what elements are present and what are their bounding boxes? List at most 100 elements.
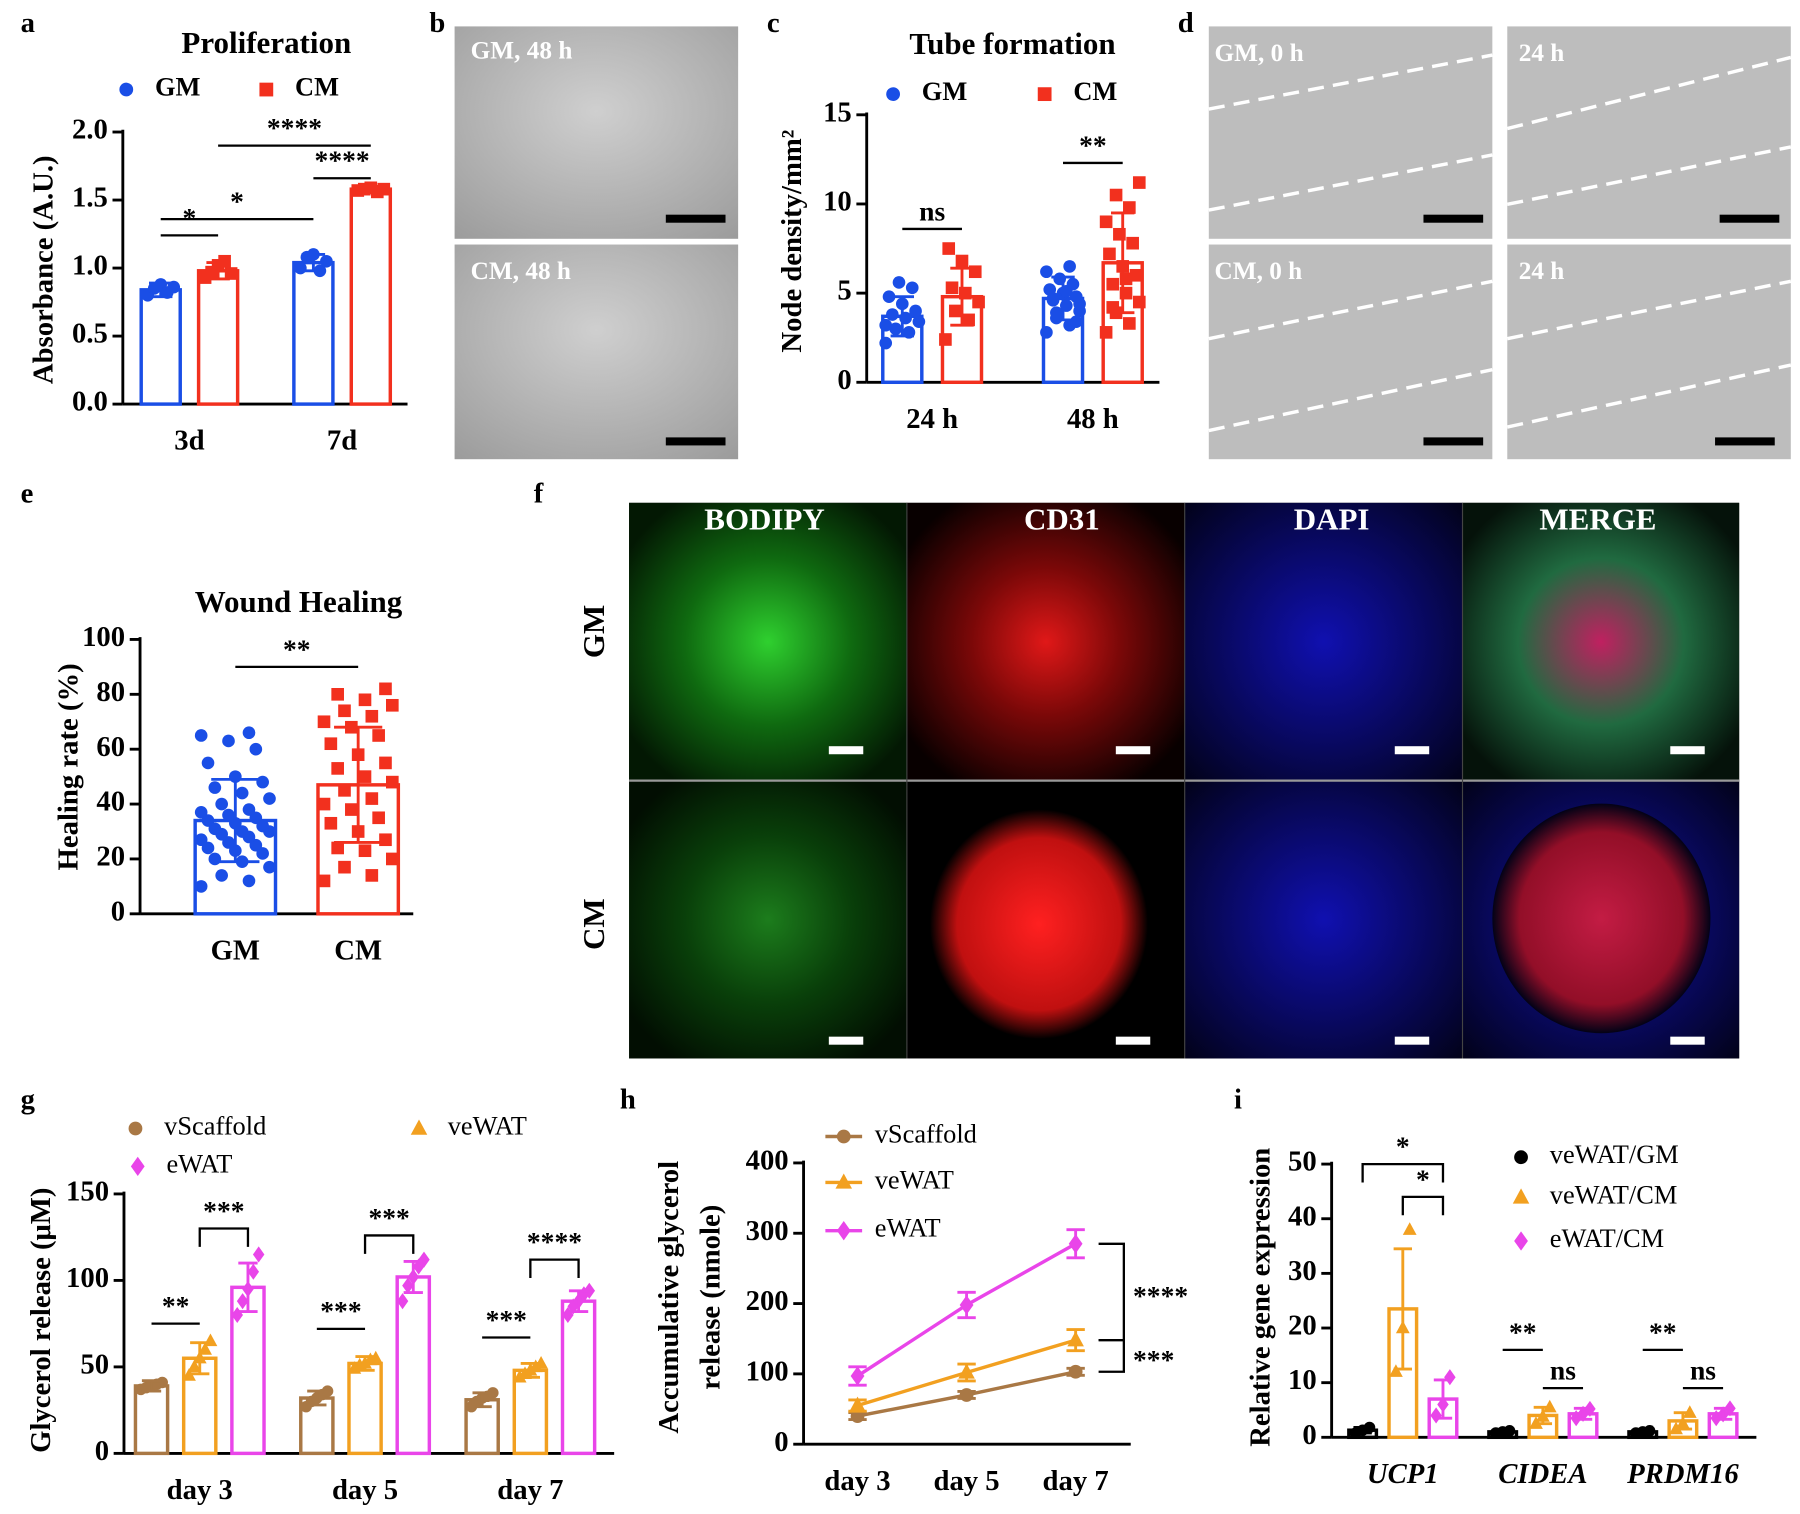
data-point: [396, 1293, 409, 1310]
micrograph: [1462, 502, 1740, 781]
data-point: [321, 1385, 334, 1397]
legend-marker: [886, 87, 900, 102]
data-point: [1402, 1222, 1417, 1235]
significance-bracket: [198, 1227, 250, 1247]
x-tick-label: 7d: [327, 425, 357, 457]
x-tick-label: GM: [211, 934, 260, 966]
error-bar: [1713, 1406, 1733, 1421]
error-bar: [568, 1289, 589, 1313]
data-point: [1040, 265, 1053, 279]
data-point: [949, 304, 962, 318]
image-label: CM, 0 h: [1215, 257, 1303, 285]
significance-label: ***: [486, 1304, 527, 1335]
data-point: [386, 852, 399, 866]
data-point: [1126, 236, 1139, 250]
y-tick-label: 20: [96, 841, 125, 873]
bar: [139, 288, 182, 406]
significance-label: ****: [315, 145, 370, 176]
column-label: DAPI: [1294, 501, 1370, 536]
data-point: [365, 709, 379, 723]
data-point: [1068, 1364, 1083, 1379]
error-bar: [1051, 275, 1075, 322]
chart-title: Tube formation: [909, 26, 1115, 61]
micrograph: [454, 244, 739, 460]
y-tick-label: 15: [823, 96, 852, 128]
y-axis-label: Relative gene expression: [1244, 1148, 1276, 1447]
data-point: [534, 1355, 548, 1369]
data-point: [256, 775, 269, 789]
data-point: [955, 254, 969, 268]
y-axis-label: Node density/mm²: [776, 130, 808, 353]
y-tick-label: 50: [1288, 1146, 1317, 1178]
y-axis-label: Glycerol release (μM): [25, 1188, 57, 1453]
data-point: [182, 1368, 196, 1381]
y-tick-label: 2.0: [72, 114, 108, 146]
scale-bar: [1423, 437, 1484, 446]
legend-label: eWAT: [166, 1148, 232, 1178]
data-point: [247, 1263, 260, 1280]
data-point: [528, 1359, 543, 1373]
bar: [196, 269, 240, 406]
legend-label: veWAT: [875, 1165, 954, 1195]
image-label: 24 h: [1519, 257, 1565, 285]
micrograph: [929, 809, 1148, 1039]
panel-letter: c: [767, 7, 780, 39]
significance-label: **: [1079, 129, 1107, 160]
panel-letter: e: [21, 478, 34, 510]
data-point: [889, 322, 902, 336]
micrograph: [1184, 780, 1463, 1059]
significance-label: ****: [527, 1226, 582, 1257]
data-point: [909, 304, 922, 318]
data-point: [338, 860, 351, 874]
data-point: [879, 336, 893, 350]
data-point: [358, 693, 372, 707]
scale-bar: [828, 1036, 864, 1045]
x-tick-label: day 7: [497, 1474, 563, 1506]
scale-bar: [828, 746, 864, 755]
scratch-edge: [1208, 279, 1493, 341]
y-tick-label: 100: [82, 621, 125, 653]
data-point: [905, 281, 919, 295]
y-tick-label: 50: [80, 1348, 109, 1380]
data-point: [198, 1342, 212, 1355]
data-point: [1123, 317, 1136, 330]
error-bar: [334, 725, 383, 844]
data-point: [1132, 295, 1146, 309]
chart-title: Wound Healing: [195, 584, 403, 619]
image-label: GM, 0 h: [1215, 39, 1304, 67]
data-point: [1109, 188, 1123, 202]
image-label: 24 h: [1519, 39, 1565, 67]
y-tick-label: 0.0: [72, 386, 108, 418]
data-point: [972, 295, 985, 309]
panel-letter: a: [21, 7, 35, 39]
image-label: GM, 48 h: [471, 37, 573, 65]
legend-label: GM: [922, 76, 968, 106]
error-bar: [1433, 1378, 1453, 1420]
panel-letter: g: [21, 1084, 36, 1116]
x-tick-label: 48 h: [1067, 403, 1119, 435]
image-label: CM, 48 h: [471, 257, 571, 285]
data-point: [512, 1369, 527, 1383]
data-point: [418, 1251, 430, 1268]
significance-label: ns: [919, 195, 945, 226]
significance-bracket: [529, 1258, 580, 1279]
scale-bar: [1394, 746, 1430, 755]
data-point: [331, 841, 344, 855]
x-tick-label: 3d: [174, 425, 204, 457]
data-point: [1099, 215, 1113, 229]
significance-label: ns: [1550, 1355, 1576, 1386]
y-tick-label: 0: [111, 895, 125, 927]
data-point: [892, 276, 906, 289]
scale-bar: [665, 214, 726, 223]
y-tick-label: 1.5: [72, 182, 108, 214]
scratch-images: [1208, 26, 1792, 460]
micrograph: [1208, 26, 1493, 239]
data-point: [331, 762, 344, 775]
micrograph: [1184, 502, 1463, 781]
data-point: [379, 682, 392, 696]
error-bar: [403, 1259, 423, 1294]
data-point: [156, 1376, 168, 1389]
legend-marker: [1514, 1231, 1528, 1251]
error-bar: [1110, 211, 1135, 315]
error-bar: [149, 281, 173, 299]
